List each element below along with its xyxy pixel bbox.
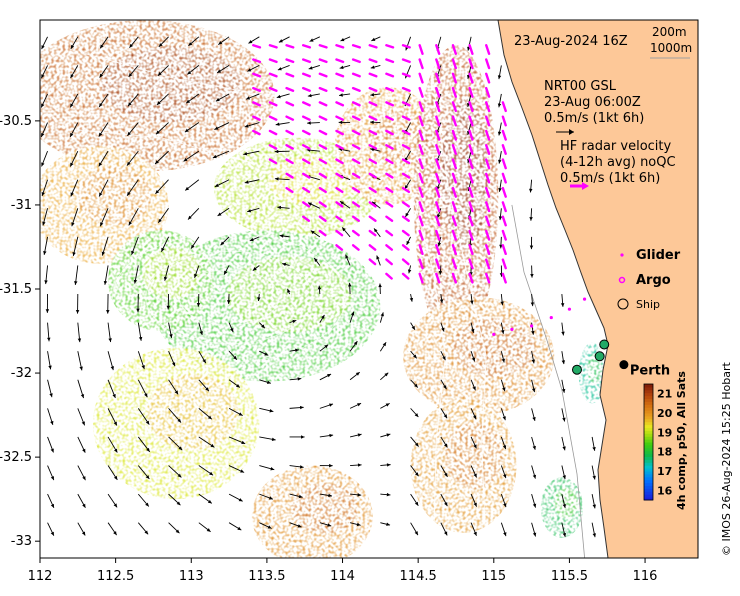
- colorbar-segment: [644, 442, 653, 445]
- colorbar-segment: [644, 488, 653, 491]
- colorbar-segment: [644, 491, 653, 494]
- colorbar-segment: [644, 480, 653, 483]
- colorbar-tick-label: 19: [657, 426, 672, 439]
- colorbar-segment: [644, 422, 653, 425]
- colorbar-segment: [644, 390, 653, 393]
- colorbar-segment: [644, 439, 653, 442]
- radar-scale: 0.5m/s (1kt 6h): [560, 171, 660, 186]
- perth-marker: [619, 360, 628, 369]
- radar-title: HF radar velocity: [560, 139, 672, 154]
- x-tick-label: 114: [330, 569, 355, 584]
- colorbar-segment: [644, 430, 653, 433]
- x-axis: 112 112.5 113 113.5 114 114.5 115 115.5 116: [28, 558, 658, 584]
- glider-track-point: [568, 308, 571, 311]
- colorbar-segment: [644, 404, 653, 407]
- colorbar-segment: [644, 384, 653, 387]
- colorbar-segment: [644, 433, 653, 436]
- colorbar-tick-label: 17: [657, 465, 672, 478]
- glider-track-point: [583, 297, 586, 300]
- colorbar-segment: [644, 448, 653, 451]
- x-tick-label: 115: [481, 569, 506, 584]
- colorbar-segment: [644, 413, 653, 416]
- map-timestamp: 23-Aug-2024 16Z: [514, 34, 628, 49]
- colorbar-title: 4h comp, p50, All Sats: [675, 371, 688, 510]
- colorbar-segment: [644, 477, 653, 480]
- colorbar-segment: [644, 407, 653, 410]
- glider-track-point: [530, 324, 533, 327]
- y-tick-label: -33: [11, 534, 32, 549]
- sst-patch-eddy-west: [108, 230, 214, 331]
- x-tick-label: 116: [633, 569, 658, 584]
- ship-marker-1: [595, 352, 604, 361]
- model-scale: 0.5m/s (1kt 6h): [544, 111, 644, 126]
- colorbar-segment: [644, 474, 653, 477]
- ship-marker-0: [600, 340, 609, 349]
- glider-track-point: [510, 328, 513, 331]
- colorbar-segment: [644, 471, 653, 474]
- colorbar-tick-label: 16: [657, 484, 673, 497]
- sst-patch-nw-warm: [17, 20, 274, 171]
- colorbar-tick-label: 18: [657, 446, 672, 459]
- colorbar-tick-label: 20: [657, 407, 673, 420]
- colorbar-segment: [644, 451, 653, 454]
- x-tick-label: 113: [179, 569, 204, 584]
- bathy-legend-200: 200m: [652, 25, 687, 39]
- glider-legend-label: Glider: [636, 248, 681, 263]
- sst-patch-se-warm: [411, 398, 517, 533]
- x-tick-label: 113.5: [248, 569, 285, 584]
- y-tick-label: -31: [11, 198, 32, 213]
- colorbar-segment: [644, 483, 653, 486]
- y-axis: -30.5 -31 -31.5 -32 -32.5 -33: [0, 114, 40, 549]
- y-tick-label: -31.5: [0, 282, 32, 297]
- glider-track-point: [550, 316, 553, 319]
- colorbar-segment: [644, 428, 653, 431]
- colorbar-segment: [644, 425, 653, 428]
- colorbar-segment: [644, 416, 653, 419]
- y-tick-label: -32.5: [0, 450, 32, 465]
- x-tick-label: 112: [28, 569, 53, 584]
- colorbar-segment: [644, 468, 653, 471]
- colorbar-segment: [644, 387, 653, 390]
- ship-legend-label: Ship: [636, 298, 660, 311]
- colorbar-segment: [644, 401, 653, 404]
- perth-label: Perth: [630, 364, 670, 379]
- model-time: 23-Aug 06:00Z: [544, 95, 641, 110]
- colorbar-tick-label: 21: [657, 388, 672, 401]
- colorbar-segment: [644, 457, 653, 460]
- credit-text: © IMOS 26-Aug-2024 15:25 Hobart: [720, 362, 733, 556]
- x-tick-label: 112.5: [97, 569, 134, 584]
- colorbar-segment: [644, 454, 653, 457]
- bathy-legend-1000: 1000m: [650, 41, 692, 55]
- x-tick-label: 114.5: [400, 569, 437, 584]
- y-tick-label: -30.5: [0, 114, 32, 129]
- sst-patch-shelf-mid: [403, 297, 554, 415]
- colorbar-segment: [644, 459, 653, 462]
- colorbar-segment: [644, 486, 653, 489]
- sst-patch-south-warm: [252, 466, 373, 567]
- colorbar-segment: [644, 410, 653, 413]
- radar-avg: (4-12h avg) noQC: [560, 155, 676, 170]
- colorbar-segment: [644, 436, 653, 439]
- sst-patch-south-cool: [541, 477, 583, 538]
- glider-legend-marker: [620, 253, 623, 256]
- colorbar-segment: [644, 419, 653, 422]
- argo-legend-label: Argo: [636, 273, 671, 288]
- colorbar-segment: [644, 445, 653, 448]
- colorbar-segment: [644, 494, 653, 497]
- sst-patch-sw-yellow: [93, 348, 259, 499]
- model-name: NRT00 GSL: [544, 79, 617, 94]
- colorbar-segment: [644, 396, 653, 399]
- glider-track-point: [492, 333, 495, 336]
- colorbar-segment: [644, 462, 653, 465]
- colorbar-segment: [644, 399, 653, 402]
- x-tick-label: 115.5: [551, 569, 588, 584]
- ship-marker-2: [572, 365, 581, 374]
- colorbar-segment: [644, 393, 653, 396]
- colorbar-segment: [644, 465, 653, 468]
- y-tick-label: -32: [11, 366, 32, 381]
